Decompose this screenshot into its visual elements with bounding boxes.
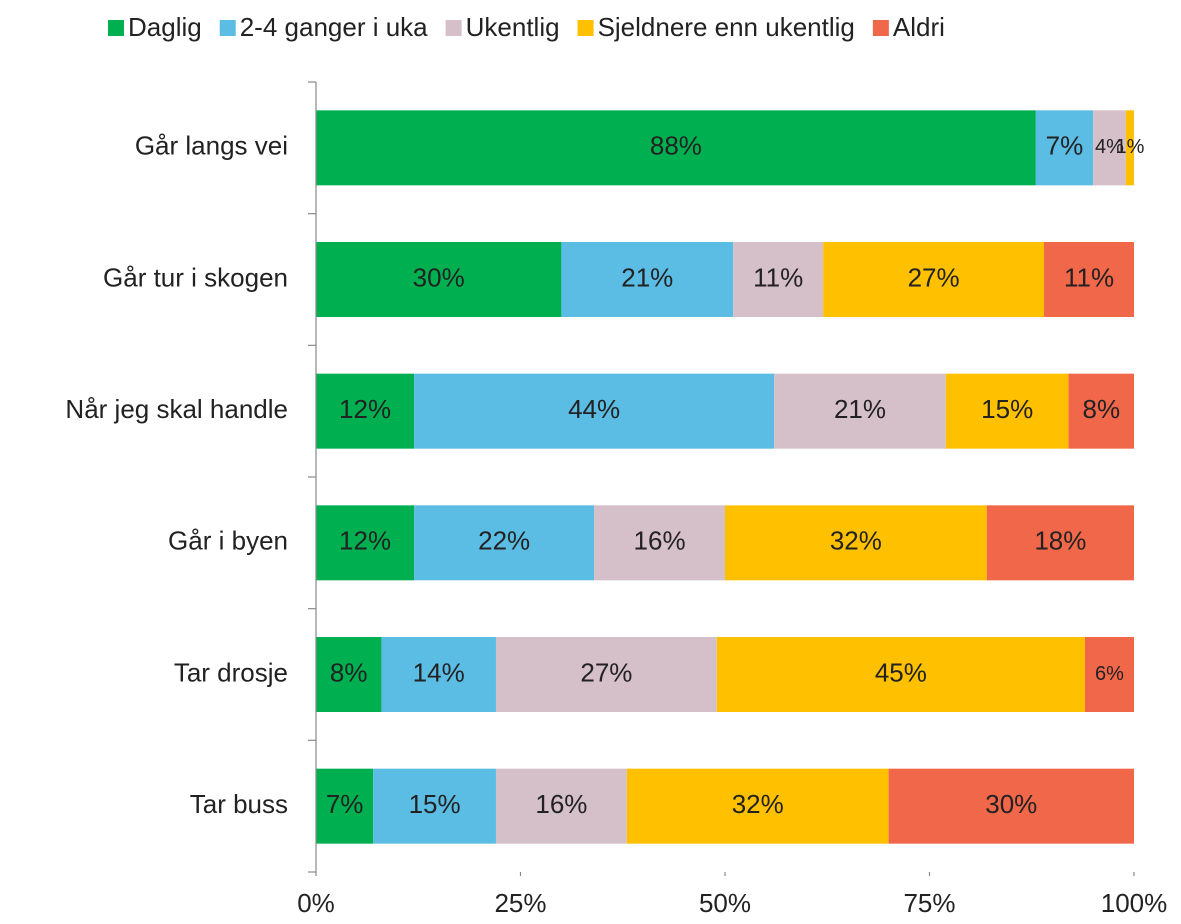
data-label: 6% (1095, 663, 1124, 685)
bar-segment (495, 637, 717, 712)
x-tick-label: 100% (1101, 888, 1168, 918)
data-label: 21% (621, 262, 673, 292)
legend-swatch (872, 20, 889, 36)
bar-segment (823, 242, 1045, 317)
y-tick-label: Går langs vei (135, 131, 288, 161)
bar-segment (316, 768, 374, 844)
data-label: 27% (580, 657, 632, 687)
bar-segment (316, 242, 562, 317)
data-label: 4% (1095, 136, 1124, 158)
data-label: 45% (875, 657, 927, 687)
legend-swatch (445, 20, 462, 36)
data-label: 27% (908, 262, 960, 292)
bar-segment (888, 768, 1134, 844)
data-label: 15% (981, 394, 1033, 424)
bar-segment (316, 373, 415, 449)
bar-segment (316, 110, 1036, 186)
x-tick-label: 25% (494, 888, 546, 918)
data-label: 14% (413, 657, 465, 687)
x-tick-label: 50% (699, 888, 751, 918)
x-tick-label: 0% (297, 888, 335, 918)
bar-segment (725, 505, 987, 581)
legend-label: 2-4 ganger i uka (240, 12, 428, 42)
bar-segment (414, 505, 595, 581)
data-label: 30% (985, 789, 1037, 819)
bar-segment (716, 637, 1085, 712)
bar-segment (945, 373, 1069, 449)
bar-segment (1125, 110, 1134, 186)
bar-segment (626, 768, 889, 844)
data-label: 88% (650, 131, 702, 161)
legend-swatch (219, 20, 236, 36)
data-label: 18% (1034, 526, 1086, 556)
legend: Daglig 2-4 ganger i uka Ukentlig Sjeldnere … (108, 12, 945, 42)
bar-segment (1084, 637, 1134, 712)
y-tick-label: Går i byen (168, 526, 288, 556)
data-label: 32% (830, 526, 882, 556)
y-tick-label: Går tur i skogen (103, 262, 288, 292)
data-label: 30% (413, 262, 465, 292)
legend-label: Daglig (128, 12, 202, 42)
legend-label: Ukentlig (466, 12, 560, 42)
bar-segment (316, 505, 415, 581)
data-label: 21% (834, 394, 886, 424)
bar-segment (1035, 110, 1094, 186)
y-tick-label: Når jeg skal handle (65, 394, 288, 424)
data-label: 16% (535, 789, 587, 819)
bar-segment (373, 768, 496, 844)
data-label: 12% (339, 394, 391, 424)
bar-segment (774, 373, 946, 449)
x-tick-label: 75% (903, 888, 955, 918)
data-label: 8% (330, 657, 368, 687)
legend-swatch (108, 20, 124, 36)
data-label: 12% (339, 526, 391, 556)
bar-segment (1044, 242, 1134, 317)
bar-segment (414, 373, 775, 449)
legend-label: Sjeldnere enn ukentlig (598, 12, 855, 42)
data-label: 15% (409, 789, 461, 819)
bar-segment (1093, 110, 1126, 186)
data-label: 16% (634, 526, 686, 556)
bar-segment (733, 242, 824, 317)
data-label: 7% (326, 789, 364, 819)
y-tick-label: Tar drosje (174, 657, 288, 687)
data-label: 11% (1064, 262, 1114, 292)
data-label: 1% (1115, 136, 1144, 158)
bar-segment (561, 242, 734, 317)
bar-segment (381, 637, 496, 712)
bar-segment (316, 637, 382, 712)
bar-segment (1068, 373, 1134, 449)
legend-label: Aldri (893, 12, 945, 42)
data-label: 44% (568, 394, 620, 424)
bar-segment (594, 505, 725, 581)
data-label: 22% (478, 526, 530, 556)
y-tick-label: Tar buss (190, 789, 288, 819)
data-label: 11% (753, 262, 803, 292)
data-label: 7% (1046, 131, 1084, 161)
legend-swatch (577, 20, 594, 36)
bar-segment (495, 768, 627, 844)
data-label: 8% (1082, 394, 1120, 424)
data-label: 32% (732, 789, 784, 819)
bar-segment (986, 505, 1134, 581)
